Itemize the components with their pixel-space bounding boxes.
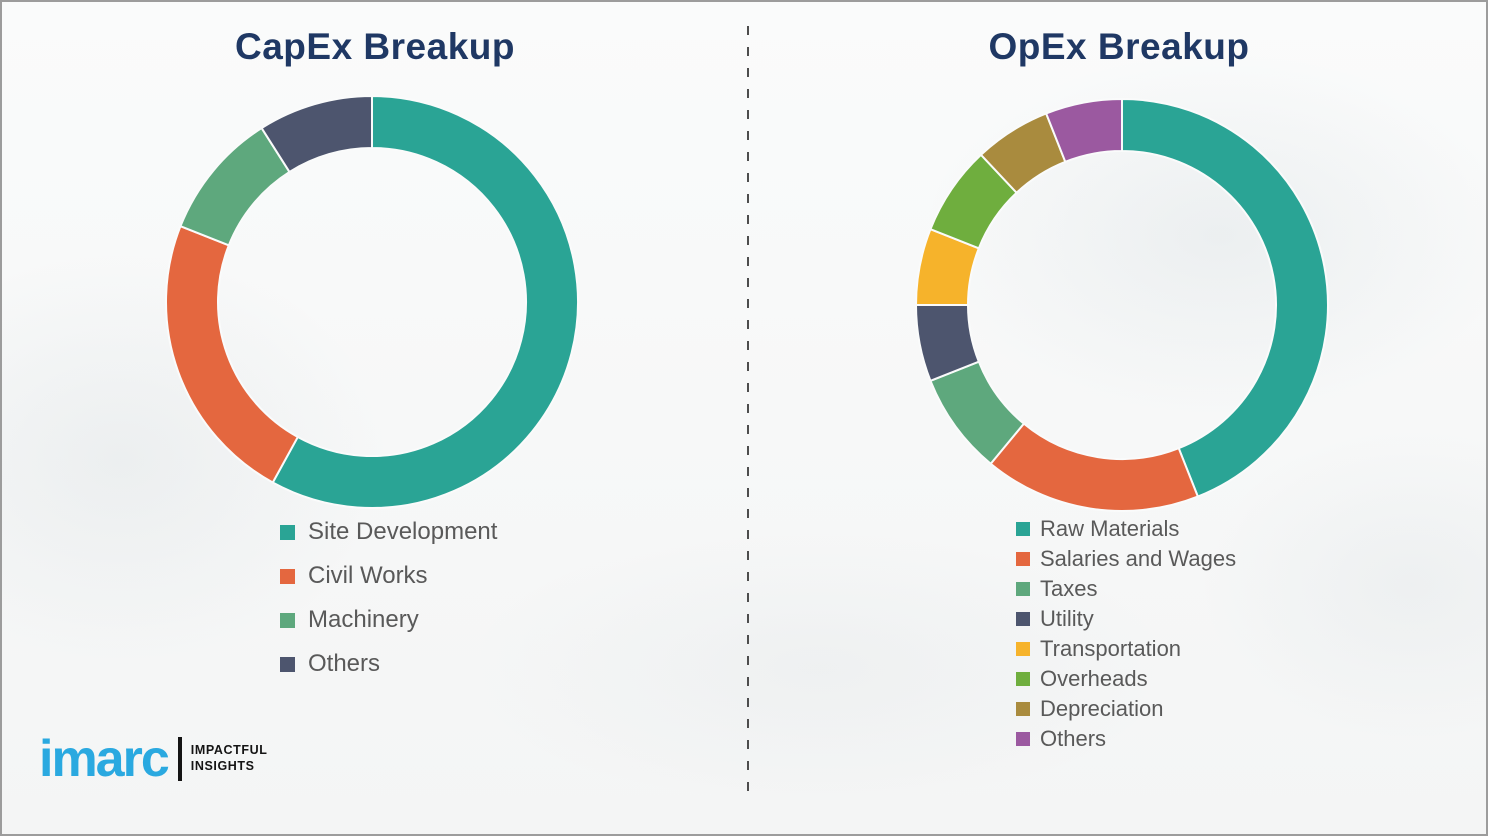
legend-item-utility: Utility	[1016, 604, 1236, 634]
logo-divider-bar	[177, 737, 182, 781]
legend-label-raw-materials: Raw Materials	[1040, 516, 1180, 541]
legend-swatch-depreciation	[1016, 702, 1030, 716]
capex-title: CapEx Breakup	[235, 26, 515, 67]
legend-swatch-civil-works	[280, 568, 295, 584]
legend-swatch-machinery	[280, 612, 295, 628]
legend-item-others: Others	[1016, 724, 1236, 754]
legend-swatch-others	[1016, 732, 1030, 746]
legend-label-salaries-and-wages: Salaries and Wages	[1040, 546, 1237, 571]
legend-item-transportation: Transportation	[1016, 634, 1236, 664]
legend-item-civil-works: Civil Works	[280, 554, 497, 598]
legend-label-transportation: Transportation	[1040, 636, 1182, 661]
legend-label-overheads: Overheads	[1040, 666, 1148, 691]
legend-label-depreciation: Depreciation	[1040, 696, 1164, 721]
legend-item-raw-materials: Raw Materials	[1016, 514, 1236, 544]
legend-item-taxes: Taxes	[1016, 574, 1236, 604]
legend-swatch-overheads	[1016, 672, 1030, 686]
donut-slice-others	[260, 94, 373, 174]
vertical-dashed-divider	[747, 26, 749, 792]
legend-swatch-site-development	[280, 524, 295, 540]
legend-item-machinery: Machinery	[280, 598, 497, 642]
legend-label-machinery: Machinery	[308, 606, 419, 633]
legend-label-site-development: Site Development	[308, 518, 498, 545]
legend-item-overheads: Overheads	[1016, 664, 1236, 694]
opex-donut-chart	[914, 97, 1329, 512]
legend-swatch-salaries-and-wages	[1016, 552, 1030, 566]
opex-legend: Raw Materials Salaries and Wages Taxes Util…	[1016, 514, 1236, 754]
donut-slice-civil-works	[165, 224, 300, 484]
legend-item-others: Others	[280, 642, 497, 686]
legend-label-civil-works: Civil Works	[308, 562, 428, 589]
legend-label-others: Others	[1040, 726, 1107, 751]
donut-slice-site-development	[271, 94, 579, 509]
opex-title: OpEx Breakup	[988, 26, 1250, 67]
legend-label-taxes: Taxes	[1040, 576, 1098, 601]
legend-item-site-development: Site Development	[280, 510, 497, 554]
capex-legend: Site Development Civil Works Machinery Othe…	[280, 510, 497, 686]
legend-label-others: Others	[308, 650, 381, 677]
opex-panel: OpEx Breakup Raw Materials Salaries and W…	[748, 2, 1486, 834]
imarc-logo-wordmark: imarc	[39, 730, 170, 788]
legend-swatch-transportation	[1016, 642, 1030, 656]
donut-slice-salaries-and-wages	[989, 422, 1200, 512]
imarc-tagline: IMPACTFUL INSIGHTS	[191, 743, 268, 774]
tagline-line-1: IMPACTFUL	[190, 743, 268, 758]
legend-swatch-raw-materials	[1016, 522, 1030, 536]
legend-item-depreciation: Depreciation	[1016, 694, 1236, 724]
legend-item-salaries-and-wages: Salaries and Wages	[1016, 544, 1236, 574]
legend-label-utility: Utility	[1040, 606, 1094, 631]
capex-donut-chart	[165, 94, 579, 509]
legend-swatch-utility	[1016, 612, 1030, 626]
tagline-line-2: INSIGHTS	[190, 759, 255, 773]
legend-swatch-taxes	[1016, 582, 1030, 596]
donut-slice-others	[1044, 97, 1123, 164]
capex-panel: CapEx Breakup Site Development Civil Work…	[2, 2, 748, 834]
legend-swatch-others	[280, 656, 295, 672]
imarc-logo: imarc IMPACTFUL INSIGHTS	[39, 733, 267, 785]
donut-slice-raw-materials	[1121, 97, 1329, 498]
